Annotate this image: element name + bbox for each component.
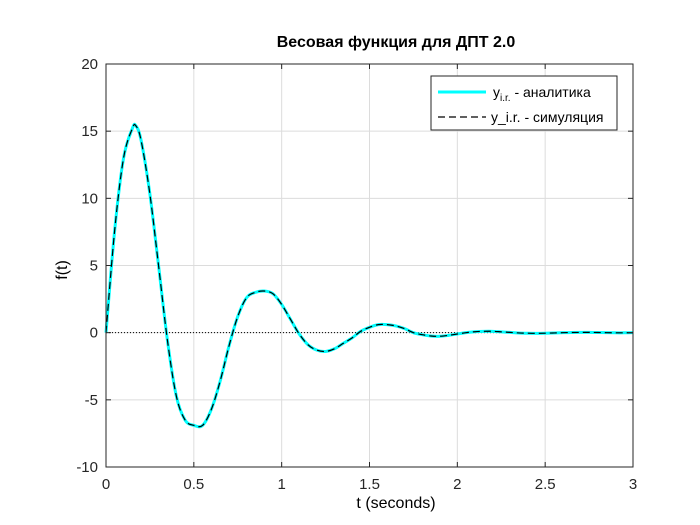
plot-area: 0 0.5 1 1.5 2 2.5 3 -10 -5 0 5 10 15 20 bbox=[76, 56, 637, 493]
y-axis-ticks: -10 -5 0 5 10 15 20 bbox=[76, 56, 633, 476]
y-tick-label: 20 bbox=[81, 56, 98, 73]
x-axis-label: t (seconds) bbox=[356, 495, 435, 512]
x-axis-ticks: 0 0.5 1 1.5 2 2.5 3 bbox=[102, 64, 637, 493]
y-tick-label: 0 bbox=[90, 325, 98, 342]
legend-entry-simulation: y_i.r. - симуляция bbox=[491, 109, 603, 125]
y-axis-label: f(t) bbox=[54, 260, 71, 280]
x-tick-label: 1.5 bbox=[359, 476, 380, 493]
x-tick-label: 1 bbox=[277, 476, 285, 493]
series-line-simulation bbox=[105, 123, 634, 428]
x-tick-label: 3 bbox=[629, 476, 637, 493]
x-tick-label: 0 bbox=[102, 476, 110, 493]
y-tick-label: 10 bbox=[81, 190, 98, 207]
x-tick-label: 2 bbox=[453, 476, 461, 493]
chart-title: Весовая функция для ДПТ 2.0 bbox=[277, 34, 516, 51]
legend-box bbox=[430, 75, 618, 131]
legend: yi.r. - аналитика y_i.r. - симуляция bbox=[430, 75, 618, 131]
y-tick-label: 5 bbox=[90, 258, 98, 275]
y-tick-label: -5 bbox=[85, 392, 98, 409]
legend-entry-analytic: yi.r. - аналитика bbox=[493, 84, 591, 104]
x-tick-label: 2.5 bbox=[535, 476, 556, 493]
y-tick-label: -10 bbox=[76, 459, 98, 476]
series-lines bbox=[104, 122, 634, 429]
x-tick-label: 0.5 bbox=[183, 476, 204, 493]
y-tick-label: 15 bbox=[81, 123, 98, 140]
